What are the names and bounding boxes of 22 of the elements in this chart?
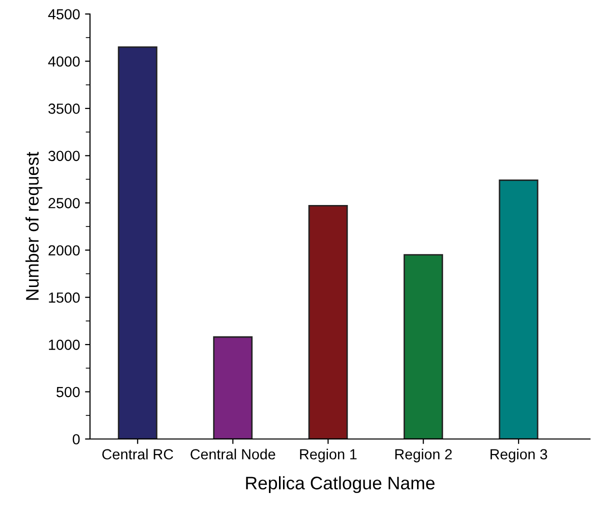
y-tick-label: 4500	[48, 9, 80, 20]
x-axis-title: Replica Catlogue Name	[246, 476, 435, 494]
y-tick-label: 500	[56, 386, 80, 398]
y-tick-label: 4000	[48, 56, 80, 67]
x-tick-label: Central Node	[190, 448, 276, 460]
x-tick-label: Region 3	[490, 448, 548, 462]
y-tick-label: 2000	[48, 245, 80, 256]
x-tick-label: Region 2	[395, 448, 452, 462]
y-tick-label: 3000	[48, 150, 80, 162]
x-tick-label: Region 1	[300, 448, 357, 462]
bar	[213, 336, 253, 439]
y-axis-title: Number of request	[25, 152, 42, 300]
x-tick-label: Central RC	[102, 448, 174, 460]
y-tick-label: 3500	[48, 104, 80, 114]
bar	[308, 205, 348, 439]
y-tick-label: 0	[72, 434, 80, 444]
bar	[404, 254, 444, 439]
bar	[498, 180, 538, 439]
bar	[118, 46, 158, 439]
y-tick-label: 1000	[48, 340, 80, 350]
y-tick-label: 1500	[48, 292, 80, 303]
y-tick-label: 2500	[48, 198, 80, 208]
